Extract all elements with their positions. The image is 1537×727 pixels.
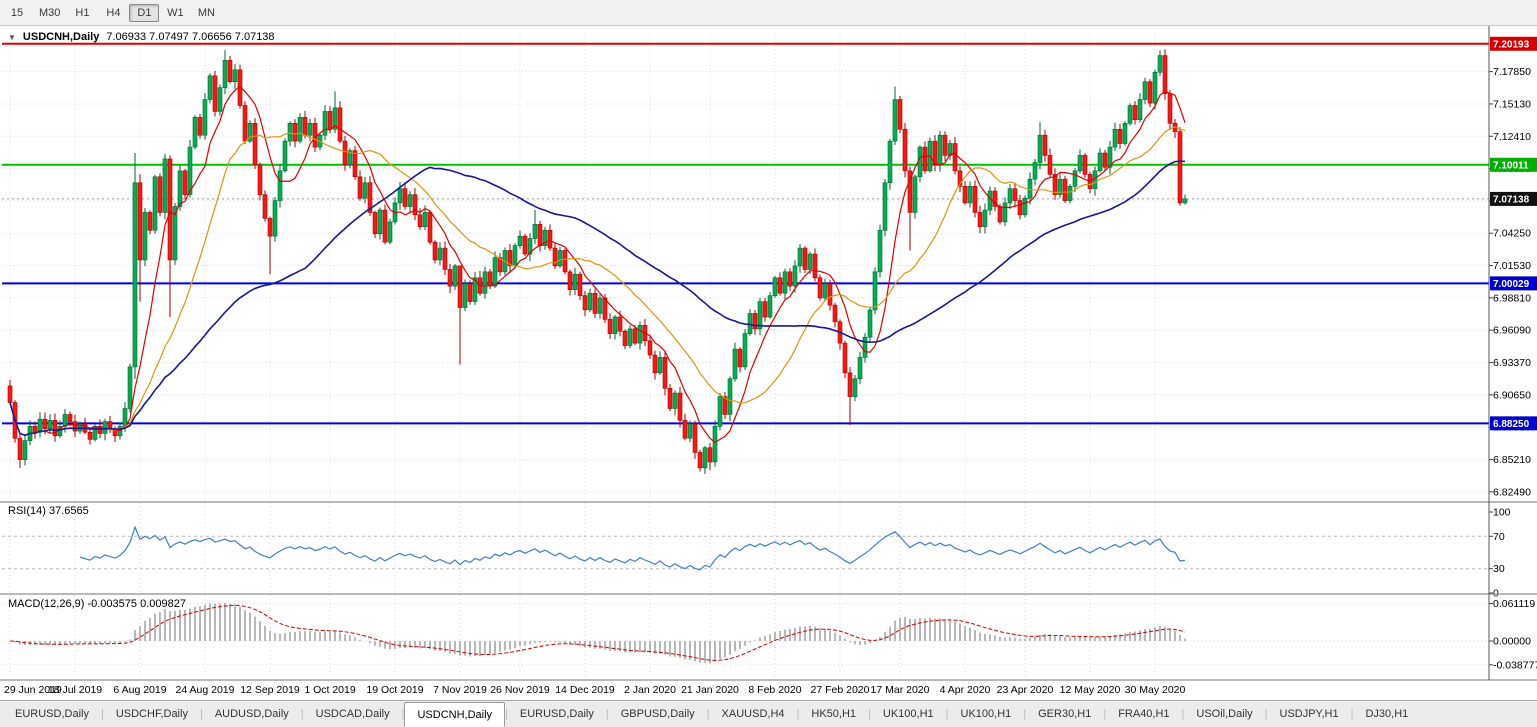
- tab-separator: |: [1023, 708, 1027, 720]
- svg-text:14 Dec 2019: 14 Dec 2019: [555, 684, 615, 696]
- symbol-tab-usoil-daily[interactable]: USOil,Daily: [1196, 708, 1253, 720]
- svg-text:0.061119: 0.061119: [1493, 598, 1535, 610]
- tab-separator: |: [199, 708, 203, 720]
- symbol-tab-usdchf-daily[interactable]: USDCHF,Daily: [115, 708, 188, 720]
- svg-text:6.98810: 6.98810: [1493, 292, 1531, 304]
- tab-separator: |: [868, 708, 871, 720]
- svg-text:7.01530: 7.01530: [1493, 260, 1531, 272]
- svg-text:1 Oct 2019: 1 Oct 2019: [304, 684, 356, 696]
- timeframe-button-m30[interactable]: M30: [39, 6, 61, 19]
- svg-text:2 Jan 2020: 2 Jan 2020: [624, 684, 676, 696]
- symbol-tab-eurusd-daily[interactable]: EURUSD,Daily: [519, 708, 594, 720]
- svg-text:26 Nov 2019: 26 Nov 2019: [490, 684, 550, 696]
- timeframe-button-d1[interactable]: D1: [129, 3, 160, 22]
- svg-text:17 Mar 2020: 17 Mar 2020: [871, 684, 930, 696]
- svg-text:7 Nov 2019: 7 Nov 2019: [433, 684, 487, 696]
- symbol-tab-eurusd-daily[interactable]: EURUSD,Daily: [15, 708, 89, 720]
- svg-text:27 Feb 2020: 27 Feb 2020: [811, 684, 870, 696]
- svg-text:29 Jun 2019: 29 Jun 2019: [4, 684, 62, 696]
- svg-text:12 May 2020: 12 May 2020: [1060, 684, 1121, 696]
- svg-text:23 Apr 2020: 23 Apr 2020: [997, 684, 1054, 696]
- symbol-tab-dj30-h1[interactable]: DJ30,H1: [1365, 708, 1409, 720]
- tab-separator: |: [505, 708, 508, 720]
- macd-plot: [2, 602, 1489, 666]
- svg-text:6.88250: 6.88250: [1493, 419, 1530, 430]
- timeframe-toolbar: 15 M30 H1 H4 D1 W1 MN: [0, 0, 1537, 26]
- svg-text:18 Jul 2019: 18 Jul 2019: [48, 684, 102, 696]
- svg-text:6.85210: 6.85210: [1493, 454, 1531, 466]
- timeframe-button-15[interactable]: 15: [10, 6, 24, 19]
- svg-text:7.04250: 7.04250: [1493, 228, 1531, 240]
- svg-text:6.93370: 6.93370: [1493, 357, 1531, 369]
- symbol-tab-uk100-h1[interactable]: UK100,H1: [882, 708, 934, 720]
- tab-separator: |: [796, 708, 800, 720]
- tab-separator: |: [100, 708, 104, 720]
- tab-separator: |: [1350, 708, 1354, 720]
- symbol-tab-bar: EURUSD,Daily | USDCHF,Daily | AUDUSD,Daily | U…: [0, 700, 1537, 727]
- svg-text:-0.038777: -0.038777: [1493, 659, 1537, 671]
- svg-text:30: 30: [1493, 563, 1505, 575]
- rsi-plot: [2, 525, 1489, 571]
- svg-text:7.12410: 7.12410: [1493, 131, 1531, 143]
- timeframe-button-mn[interactable]: MN: [197, 6, 215, 19]
- price-axis[interactable]: 7.178507.151307.124107.096907.069707.042…: [0, 26, 1537, 681]
- svg-text:6 Aug 2019: 6 Aug 2019: [113, 684, 166, 696]
- svg-text:8 Feb 2020: 8 Feb 2020: [748, 684, 801, 696]
- symbol-tab-uk100-h1[interactable]: UK100,H1: [960, 708, 1012, 720]
- tab-separator: |: [945, 708, 949, 720]
- symbol-tab-gbpusd-daily[interactable]: GBPUSD,Daily: [620, 708, 695, 720]
- svg-text:24 Aug 2019: 24 Aug 2019: [176, 684, 235, 696]
- svg-text:21 Jan 2020: 21 Jan 2020: [681, 684, 739, 696]
- svg-text:6.82490: 6.82490: [1493, 486, 1531, 498]
- chart-area[interactable]: 7.178507.151307.124107.096907.069707.042…: [0, 26, 1537, 700]
- symbol-tab-fra40-h1[interactable]: FRA40,H1: [1118, 708, 1170, 720]
- price-tags: 7.20193 7.10011 7.00029 6.88250 7.07138: [1490, 36, 1537, 431]
- svg-text:12 Sep 2019: 12 Sep 2019: [240, 684, 300, 696]
- tab-separator: |: [706, 708, 710, 720]
- svg-text:6.96090: 6.96090: [1493, 325, 1531, 337]
- tab-separator: |: [1181, 708, 1185, 720]
- symbol-tab-ger30-h1[interactable]: GER30,H1: [1038, 708, 1092, 720]
- grid: [2, 33, 1489, 679]
- tab-separator: |: [605, 708, 609, 720]
- timeframe-button-h1[interactable]: H1: [75, 6, 90, 19]
- svg-text:7.17850: 7.17850: [1493, 66, 1531, 78]
- svg-text:0.00000: 0.00000: [1493, 636, 1531, 648]
- horizontal-level-lines: [2, 42, 1489, 425]
- moving-average-lines: [9, 85, 1186, 444]
- tab-separator: |: [300, 708, 304, 720]
- svg-text:100: 100: [1493, 507, 1511, 519]
- symbol-tab-usdcad-daily[interactable]: USDCAD,Daily: [315, 708, 390, 720]
- svg-text:70: 70: [1493, 531, 1505, 543]
- svg-text:7.00029: 7.00029: [1493, 279, 1530, 290]
- symbol-tab-hk50-h1[interactable]: HK50,H1: [811, 708, 857, 720]
- symbol-tab-usdcnh-daily[interactable]: USDCNH,Daily: [404, 702, 506, 727]
- svg-text:6.90650: 6.90650: [1493, 389, 1531, 401]
- symbol-tab-audusd-daily[interactable]: AUDUSD,Daily: [214, 708, 289, 720]
- svg-text:7.10011: 7.10011: [1493, 160, 1529, 171]
- candles: [7, 49, 1188, 475]
- symbol-tab-usdjpy-h1[interactable]: USDJPY,H1: [1279, 708, 1339, 720]
- chart-canvas[interactable]: 7.178507.151307.124107.096907.069707.042…: [0, 26, 1537, 700]
- svg-text:30 May 2020: 30 May 2020: [1125, 684, 1186, 696]
- svg-text:7.20193: 7.20193: [1493, 39, 1530, 50]
- svg-text:7.15130: 7.15130: [1493, 98, 1531, 110]
- tab-separator: |: [401, 708, 405, 720]
- tab-separator: |: [1103, 708, 1107, 720]
- timeframe-button-w1[interactable]: W1: [167, 6, 184, 19]
- svg-text:19 Oct 2019: 19 Oct 2019: [366, 684, 423, 696]
- svg-text:7.07138: 7.07138: [1493, 194, 1530, 205]
- symbol-tab-xauusd-h4[interactable]: XAUUSD,H4: [721, 708, 785, 720]
- tab-separator: |: [1264, 708, 1268, 720]
- timeframe-button-h4[interactable]: H4: [106, 6, 121, 19]
- svg-text:4 Apr 2020: 4 Apr 2020: [940, 684, 991, 696]
